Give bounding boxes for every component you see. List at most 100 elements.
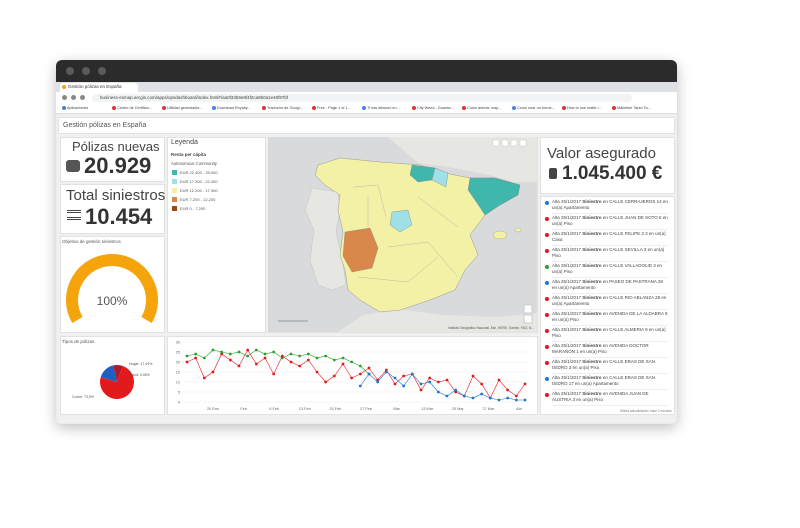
- data-point: [514, 394, 518, 398]
- data-point: [506, 396, 510, 400]
- land-france: [388, 137, 537, 182]
- data-point: [376, 378, 380, 382]
- pie-label: Salud: 9,06%: [129, 373, 150, 377]
- tab-title: Gestión pólizas en España: [68, 84, 122, 89]
- panel: [540, 137, 675, 194]
- x-tick-label: 20 Feb: [329, 407, 341, 411]
- bookmark-icon[interactable]: [312, 106, 316, 110]
- data-point: [350, 360, 354, 364]
- data-point: [480, 382, 484, 386]
- bookmark-icon[interactable]: [112, 106, 116, 110]
- pie-chart: Coche: 73,9% Hogar: 17,04% Salud: 9,06%: [72, 362, 152, 399]
- list-item[interactable]: Alta 25/1/2017 Siniestro en CALLE FELIPE…: [552, 231, 668, 246]
- address-field[interactable]: [92, 94, 632, 102]
- bookmark-icon[interactable]: [412, 106, 416, 110]
- data-point: [220, 352, 224, 356]
- list-text: en CALLE RIO ABLANZA 28 en un(a) Apartam…: [552, 295, 667, 306]
- gauge-title: Objetivo de gestión siniestros: [62, 239, 121, 244]
- list-bullet: [545, 345, 549, 349]
- data-point: [306, 358, 310, 362]
- list-item[interactable]: Alta 25/1/2017 Siniestro en PASEO DE PAS…: [552, 279, 668, 294]
- map-tool[interactable]: [501, 139, 509, 147]
- panel: [60, 137, 165, 182]
- list-item[interactable]: Alta 25/1/2017 Siniestro en CALLE CERRAJ…: [552, 199, 668, 214]
- nav-button[interactable]: [62, 95, 67, 100]
- list-item[interactable]: Alta 25/1/2017 Siniestro en AVENIDA JUAN…: [552, 391, 668, 406]
- list-date: Alta 25/1/2017: [552, 199, 582, 204]
- bookmark-icon[interactable]: [562, 106, 566, 110]
- island: [492, 230, 508, 240]
- url: business-esmap.arcgis.com/apps/opsdashbo…: [100, 95, 289, 100]
- map-tool[interactable]: [492, 139, 500, 147]
- map-tool[interactable]: [519, 139, 527, 147]
- data-point: [185, 354, 189, 358]
- list-item[interactable]: Alta 25/1/2017 Siniestro en AVENIDA DE L…: [552, 311, 668, 326]
- data-point: [332, 374, 336, 378]
- panel: [540, 196, 675, 415]
- list-item[interactable]: Alta 25/1/2017 Siniestro en CALLE ERAS D…: [552, 375, 668, 390]
- list-text: en CALLE ERAS DE SAN ISIDRO 3 en un(a) P…: [552, 359, 655, 370]
- list-footer: Última actualización: hace 2 minutos: [620, 409, 672, 413]
- island: [514, 227, 522, 233]
- legend-label: EUR 17.300 - 22.400: [180, 179, 218, 184]
- data-point: [194, 356, 198, 360]
- data-point: [454, 390, 458, 394]
- map-tool[interactable]: [510, 139, 518, 147]
- region: [342, 227, 379, 273]
- nav-button[interactable]: [80, 95, 85, 100]
- data-point: [280, 354, 284, 358]
- data-point: [315, 370, 319, 374]
- bookmark-icon[interactable]: [162, 106, 166, 110]
- data-point: [497, 378, 501, 382]
- province-border: [427, 241, 459, 278]
- data-point: [445, 378, 449, 382]
- data-point: [341, 356, 345, 360]
- bookmark-icon[interactable]: [462, 106, 466, 110]
- y-tick-label: 25: [176, 350, 180, 354]
- bookmark-icon[interactable]: [212, 106, 216, 110]
- bookmark: Como animar map...: [467, 105, 502, 110]
- data-point: [298, 354, 302, 358]
- x-tick-label: 27 Mar: [482, 407, 495, 411]
- data-point: [272, 372, 276, 376]
- list-item[interactable]: Alta 25/1/2017 Siniestro en CALLE JUAN D…: [552, 215, 668, 230]
- bookmark-icon[interactable]: [262, 106, 266, 110]
- data-point: [263, 356, 267, 360]
- list-text: en CALLE CERRAJEROS 14 en un(a) Apartame…: [552, 199, 668, 210]
- data-point: [410, 372, 414, 376]
- zoom-out[interactable]: [523, 314, 533, 324]
- bookmark-icon[interactable]: [512, 106, 516, 110]
- legend-swatch: [172, 188, 177, 193]
- data-point: [497, 398, 501, 402]
- data-point: [246, 348, 250, 352]
- list-kind: Siniestro: [582, 343, 602, 348]
- list-text: en PASEO DE PASTRANA 28 en un(a) Apartam…: [552, 279, 663, 290]
- bookmark-icon[interactable]: [62, 106, 66, 110]
- x-tick-label: 20 Ene: [207, 407, 219, 411]
- data-point: [402, 384, 406, 388]
- legend-swatch: [172, 206, 177, 211]
- list-item[interactable]: Alta 25/1/2017 Siniestro en CALLE VALLAD…: [552, 263, 668, 278]
- bookmark-icon[interactable]: [362, 106, 366, 110]
- bookmark: City Weed - Guarda...: [417, 105, 454, 110]
- x-tick-label: Mar: [393, 407, 400, 411]
- nav-button[interactable]: [71, 95, 76, 100]
- data-point: [272, 350, 276, 354]
- bookmark-icon[interactable]: [612, 106, 616, 110]
- list-text: en CALLE SEVILLA 3 en un(a) Piso: [552, 247, 665, 258]
- zoom-in[interactable]: [523, 304, 533, 314]
- data-point: [402, 374, 406, 378]
- list-item[interactable]: Alta 25/1/2017 Siniestro en CALLE RIO AB…: [552, 295, 668, 310]
- indicator-icon: [67, 210, 81, 220]
- list-item[interactable]: Alta 25/1/2017 Siniestro en CALLE ALMERI…: [552, 327, 668, 342]
- province-border: [377, 184, 387, 218]
- list-item[interactable]: Alta 25/1/2017 Siniestro en CALLE SEVILL…: [552, 247, 668, 262]
- dashboard-header panel: [58, 117, 675, 134]
- list-item[interactable]: Alta 25/1/2017 Siniestro en CALLE ERAS D…: [552, 359, 668, 374]
- list-item[interactable]: Alta 25/1/2017 Siniestro en AVENIDA DOCT…: [552, 343, 668, 358]
- list-date: Alta 25/1/2017: [552, 231, 582, 236]
- legend-title: Leyenda: [171, 139, 198, 146]
- legend-label: EUR 22.400 - 35.000: [180, 170, 218, 175]
- list-date: Alta 25/1/2017: [552, 215, 582, 220]
